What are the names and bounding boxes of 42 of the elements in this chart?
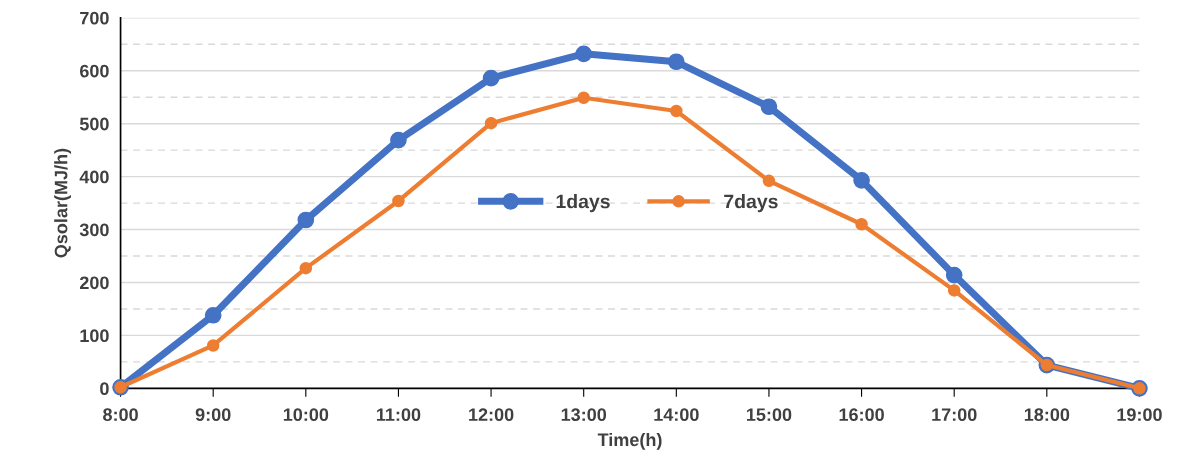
point	[762, 174, 776, 188]
x-tick-label: 9:00	[195, 408, 231, 422]
point	[299, 261, 313, 275]
x-tick-label: 14:00	[654, 408, 699, 422]
x-tick-label: 8:00	[103, 408, 138, 422]
point	[575, 45, 593, 63]
y-tick-label: 600	[79, 64, 109, 78]
x-tick-label: 13:00	[561, 408, 607, 422]
point	[577, 91, 590, 104]
point	[760, 98, 778, 116]
point	[670, 104, 683, 118]
point	[855, 217, 868, 231]
x-tick-label: 10:00	[283, 408, 329, 422]
legend-label: 1days	[556, 194, 610, 213]
point	[390, 131, 407, 149]
y-tick-label: 700	[80, 11, 109, 25]
point	[206, 339, 220, 352]
point	[297, 211, 315, 229]
point	[945, 266, 963, 284]
legend-label: 7days	[724, 194, 778, 213]
y-tick-label: 500	[79, 117, 109, 131]
y-tick-label: 300	[79, 223, 109, 237]
x-axis-title: Time(h)	[597, 432, 662, 450]
x-tick-label: 11:00	[376, 408, 421, 422]
point	[392, 194, 405, 208]
y-tick-label: 0	[100, 382, 109, 396]
point	[482, 69, 500, 87]
point	[853, 171, 870, 189]
point	[667, 53, 685, 71]
x-tick-label: 12:00	[469, 408, 514, 422]
x-tick-label: 18:00	[1024, 408, 1070, 422]
y-tick-label: 100	[80, 329, 109, 343]
point	[947, 284, 961, 297]
x-tick-label: 17:00	[932, 408, 977, 422]
x-tick-label: 19:00	[1117, 408, 1162, 422]
x-tick-label: 16:00	[839, 408, 884, 422]
y-axis-title: Qsolar(MJ/h)	[54, 148, 71, 258]
point	[204, 306, 222, 324]
y-tick-label: 200	[79, 276, 109, 290]
point	[484, 116, 498, 130]
x-tick-label: 15:00	[746, 408, 792, 422]
y-tick-label: 400	[79, 170, 109, 184]
